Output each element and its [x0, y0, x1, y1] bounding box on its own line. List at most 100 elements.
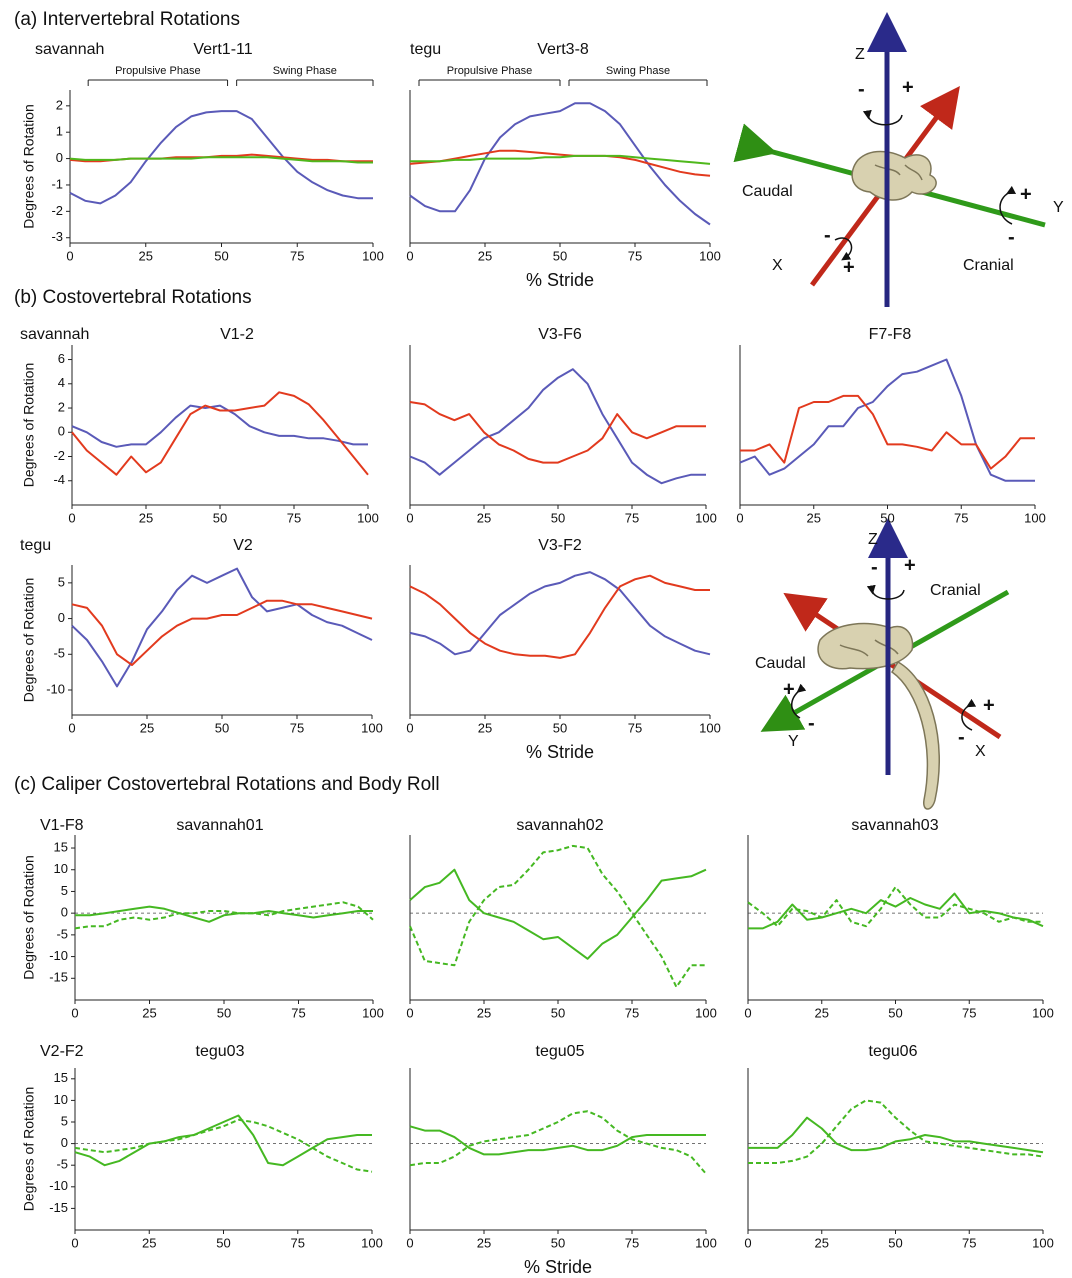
rotation-arrow — [791, 683, 807, 719]
row-label: savannah — [20, 326, 89, 343]
y-tick-label: -2 — [51, 203, 63, 218]
x-tick-label: 100 — [1032, 1005, 1054, 1020]
sign: + — [1020, 183, 1032, 205]
data-line — [739, 358, 1035, 482]
x-tick-label: 0 — [71, 1235, 78, 1250]
rotation-arrow — [862, 109, 903, 126]
x-tick-label: 0 — [406, 1005, 413, 1020]
x-tick-label: 50 — [217, 1005, 231, 1020]
chart-title: tegu03 — [196, 1043, 245, 1060]
axis-label: Z — [868, 531, 878, 548]
axis-label: Caudal — [742, 183, 793, 200]
phase-label: Propulsive Phase — [447, 65, 533, 77]
x-tick-label: 25 — [142, 1235, 156, 1250]
phase-label: Swing Phase — [606, 65, 670, 77]
x-tick-label: 100 — [357, 510, 379, 525]
rotation-arrow — [961, 698, 977, 731]
x-tick-label: 50 — [216, 1235, 230, 1250]
chart-title: savannah01 — [176, 817, 263, 834]
x-tick-label: 25 — [478, 248, 492, 263]
data-line — [748, 892, 1044, 930]
chart-title: V2 — [233, 537, 253, 554]
y-tick-label: -10 — [49, 948, 68, 963]
x-tick-label: 75 — [625, 1005, 639, 1020]
x-tick-label: 0 — [744, 1005, 751, 1020]
x-tick-label: 100 — [699, 720, 721, 735]
data-line — [747, 886, 1043, 928]
y-tick-label: 10 — [54, 861, 68, 876]
x-tick-label: 0 — [744, 1235, 751, 1250]
sign: + — [843, 256, 855, 278]
sign: - — [858, 78, 865, 100]
y-tick-label: 0 — [61, 1135, 68, 1150]
y-tick-label: 5 — [61, 883, 68, 898]
y-tick-label: 0 — [58, 424, 65, 439]
y-axis-label: Degrees of Rotation — [21, 363, 37, 488]
x-tick-label: 25 — [140, 720, 154, 735]
phase-label: Propulsive Phase — [115, 65, 201, 77]
x-tick-label: 100 — [361, 1235, 383, 1250]
sign: - — [958, 726, 965, 748]
x-tick-label: 100 — [695, 1235, 717, 1250]
y-tick-label: 5 — [58, 574, 65, 589]
data-line — [71, 391, 369, 476]
x-tick-label: 50 — [551, 1005, 565, 1020]
x-tick-label: 75 — [954, 510, 968, 525]
heading: (a) Intervertebral Rotations — [14, 9, 240, 30]
x-tick-label: 75 — [290, 720, 304, 735]
x-tick-label: 75 — [290, 248, 304, 263]
data-line — [409, 102, 711, 226]
x-tick-label: 0 — [406, 1235, 413, 1250]
axis-label: Cranial — [963, 257, 1014, 274]
x-tick-label: 100 — [1032, 1235, 1054, 1250]
heading: (b) Costovertebral Rotations — [14, 287, 252, 308]
data-line — [409, 844, 706, 988]
x-tick-label: 25 — [142, 1005, 156, 1020]
axis-label: Y — [788, 733, 799, 750]
data-line — [71, 599, 373, 666]
y-tick-label: -10 — [49, 1178, 68, 1193]
x-tick-label: 100 — [362, 1005, 384, 1020]
y-tick-label: 10 — [54, 1092, 68, 1107]
data-line — [69, 156, 373, 164]
x-tick-label: 0 — [68, 720, 75, 735]
x-tick-label: 25 — [477, 510, 491, 525]
sign: - — [871, 556, 878, 578]
y-tick-label: 0 — [58, 610, 65, 625]
vertebra — [851, 150, 937, 201]
data-line — [409, 368, 706, 485]
sign: + — [902, 76, 914, 98]
x-tick-label: 0 — [68, 510, 75, 525]
sign: - — [808, 712, 815, 734]
heading: (c) Caliper Costovertebral Rotations and… — [14, 774, 440, 795]
chart-title: savannah03 — [851, 817, 938, 834]
axis-diagram: Z Caudal Y X Cranial - + + - - + — [733, 12, 1064, 307]
x-tick-label: 50 — [551, 510, 565, 525]
data-line — [409, 571, 711, 656]
y-tick-label: 5 — [61, 1113, 68, 1128]
data-line — [409, 401, 706, 464]
axis-label: Y — [1053, 199, 1064, 216]
chart-title: F7-F8 — [869, 326, 912, 343]
rotation-arrow — [999, 185, 1017, 225]
x-tick-label: 75 — [291, 1235, 305, 1250]
y-tick-label: -15 — [49, 970, 68, 985]
x-tick-label: 100 — [695, 510, 717, 525]
y-tick-label: -2 — [53, 448, 65, 463]
data-line — [409, 149, 711, 177]
y-tick-label: -10 — [46, 681, 65, 696]
y-tick-label: -5 — [53, 646, 65, 661]
x-tick-label: 0 — [736, 510, 743, 525]
chart-title: V3-F2 — [538, 537, 582, 554]
x-tick-label: 25 — [139, 248, 153, 263]
axis-label: X — [975, 743, 986, 760]
x-tick-label: 50 — [553, 720, 567, 735]
y-tick-label: 15 — [54, 839, 68, 854]
y-tick-label: -1 — [51, 176, 63, 191]
y-tick-label: -5 — [56, 926, 68, 941]
x-axis-label: % Stride — [524, 1257, 592, 1277]
y-tick-label: -5 — [56, 1157, 68, 1172]
sign: + — [904, 554, 916, 576]
x-tick-label: 0 — [406, 248, 413, 263]
